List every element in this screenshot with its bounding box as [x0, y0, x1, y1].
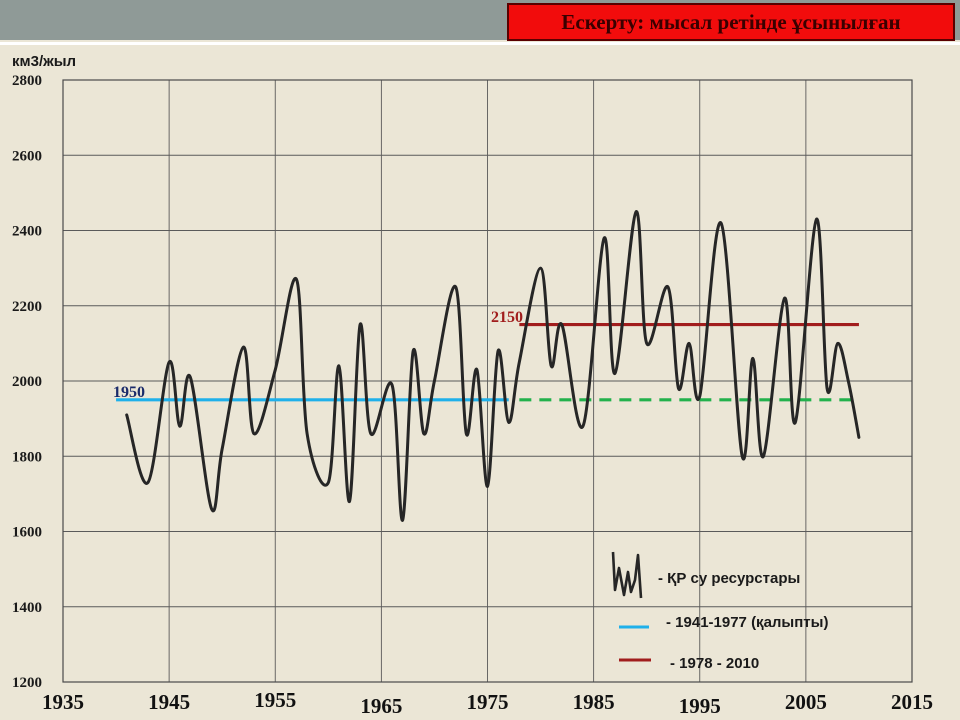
x-tick-label: 1985	[573, 690, 615, 714]
legend-label-norm2: - 1978 - 2010	[670, 655, 759, 672]
y-tick-label: 2200	[12, 299, 42, 315]
y-tick-label: 1600	[12, 525, 42, 541]
warning-banner: Ескерту: мысал ретінде ұсынылған	[507, 3, 955, 41]
legend-label-resources: - ҚР су ресурстары	[658, 570, 800, 587]
y-tick-label: 1800	[12, 449, 42, 465]
legend-swatch-resources	[611, 551, 643, 599]
legend-label-norm1: - 1941-1977 (қалыпты)	[666, 614, 828, 631]
y-tick-label: 2600	[12, 148, 42, 164]
x-tick-label: 1935	[42, 690, 84, 714]
norm2-value-label: 2150	[491, 309, 523, 326]
header-divider	[0, 42, 960, 45]
x-tick-label: 1995	[679, 694, 721, 718]
y-tick-label: 1400	[12, 600, 42, 616]
x-tick-label: 1945	[148, 690, 190, 714]
series-lines	[116, 210, 861, 522]
legend: - ҚР су ресурстары - 1941-1977 (қалыпты)…	[611, 551, 828, 672]
x-tick-label: 1955	[254, 688, 296, 712]
series-water-resources	[125, 210, 861, 522]
y-tick-label: 2800	[12, 73, 42, 89]
x-tick-label: 1965	[360, 694, 402, 718]
plot-frame	[62, 79, 913, 683]
x-ticks: 1935 1945 1955 1965 1975 1985 1995 2005 2015	[42, 688, 933, 718]
y-tick-label: 1200	[12, 675, 42, 691]
norm1-value-label: 1950	[113, 384, 145, 401]
y-axis-label: км3/жыл	[12, 53, 76, 70]
x-tick-label: 1975	[467, 690, 509, 714]
y-ticks: 1200 1400 1600 1800 2000 2200 2400 2600 2800	[12, 73, 42, 691]
y-tick-label: 2000	[12, 374, 42, 390]
x-tick-label: 2005	[785, 690, 827, 714]
x-tick-label: 2015	[891, 690, 933, 714]
y-tick-label: 2400	[12, 224, 42, 240]
